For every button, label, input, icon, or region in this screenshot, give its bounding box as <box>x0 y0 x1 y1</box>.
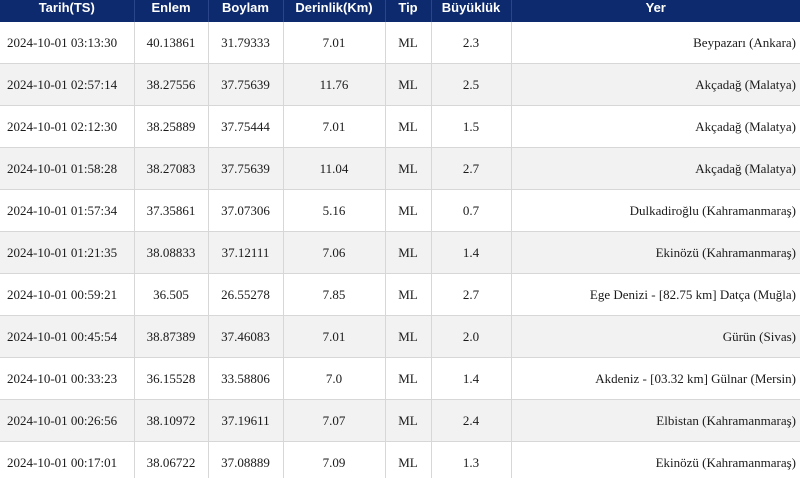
cell-latitude: 36.505 <box>134 273 209 316</box>
cell-magnitude: 2.5 <box>431 63 512 106</box>
table-row[interactable]: 2024-10-01 00:17:01 38.06722 37.08889 7.09 M… <box>0 441 800 478</box>
table-row[interactable]: 2024-10-01 00:26:56 38.10972 37.19611 7.07 M… <box>0 399 800 442</box>
table-row[interactable]: 2024-10-01 01:58:28 38.27083 37.75639 11.04… <box>0 147 800 190</box>
cell-depth: 11.04 <box>283 147 386 190</box>
cell-location: Akdeniz - [03.32 km] Gülnar (Mersin) <box>511 357 800 400</box>
cell-latitude: 38.87389 <box>134 315 209 358</box>
column-header-magnitude[interactable]: Büyüklük <box>431 0 512 22</box>
table-row[interactable]: 2024-10-01 02:12:30 38.25889 37.75444 7.01 M… <box>0 105 800 148</box>
cell-location: Akçadağ (Malatya) <box>511 105 800 148</box>
cell-latitude: 36.15528 <box>134 357 209 400</box>
cell-type: ML <box>385 147 432 190</box>
cell-depth: 7.07 <box>283 399 386 442</box>
cell-date: 2024-10-01 01:21:35 <box>0 231 135 274</box>
cell-location: Ege Denizi - [82.75 km] Datça (Muğla) <box>511 273 800 316</box>
cell-magnitude: 1.5 <box>431 105 512 148</box>
cell-latitude: 38.06722 <box>134 441 209 478</box>
table-body: 2024-10-01 03:13:30 40.13861 31.79333 7.01 M… <box>0 22 800 478</box>
cell-depth: 7.85 <box>283 273 386 316</box>
cell-type: ML <box>385 399 432 442</box>
cell-latitude: 38.10972 <box>134 399 209 442</box>
cell-date: 2024-10-01 00:33:23 <box>0 357 135 400</box>
cell-longitude: 37.75639 <box>208 63 284 106</box>
cell-date: 2024-10-01 01:58:28 <box>0 147 135 190</box>
cell-location: Dulkadiroğlu (Kahramanmaraş) <box>511 189 800 232</box>
table-row[interactable]: 2024-10-01 03:13:30 40.13861 31.79333 7.01 M… <box>0 22 800 64</box>
table-header-row: Tarih(TS) Enlem Boylam Derinlik(Km) Tip … <box>0 0 800 22</box>
cell-longitude: 37.07306 <box>208 189 284 232</box>
cell-date: 2024-10-01 02:57:14 <box>0 63 135 106</box>
table-row[interactable]: 2024-10-01 01:57:34 37.35861 37.07306 5.16 M… <box>0 189 800 232</box>
cell-date: 2024-10-01 03:13:30 <box>0 22 135 64</box>
cell-type: ML <box>385 105 432 148</box>
cell-magnitude: 2.7 <box>431 147 512 190</box>
cell-longitude: 37.75639 <box>208 147 284 190</box>
cell-latitude: 40.13861 <box>134 22 209 64</box>
cell-latitude: 37.35861 <box>134 189 209 232</box>
cell-location: Gürün (Sivas) <box>511 315 800 358</box>
cell-location: Beypazarı (Ankara) <box>511 22 800 64</box>
cell-date: 2024-10-01 00:26:56 <box>0 399 135 442</box>
cell-magnitude: 2.4 <box>431 399 512 442</box>
cell-magnitude: 1.4 <box>431 357 512 400</box>
cell-date: 2024-10-01 00:59:21 <box>0 273 135 316</box>
cell-longitude: 37.19611 <box>208 399 284 442</box>
column-header-type[interactable]: Tip <box>385 0 432 22</box>
column-header-depth[interactable]: Derinlik(Km) <box>283 0 386 22</box>
cell-type: ML <box>385 22 432 64</box>
column-header-latitude[interactable]: Enlem <box>134 0 209 22</box>
cell-depth: 7.01 <box>283 22 386 64</box>
cell-depth: 11.76 <box>283 63 386 106</box>
cell-magnitude: 2.0 <box>431 315 512 358</box>
cell-depth: 7.01 <box>283 315 386 358</box>
cell-magnitude: 2.3 <box>431 22 512 64</box>
cell-latitude: 38.08833 <box>134 231 209 274</box>
table-row[interactable]: 2024-10-01 00:33:23 36.15528 33.58806 7.0 ML… <box>0 357 800 400</box>
cell-latitude: 38.27556 <box>134 63 209 106</box>
table-row[interactable]: 2024-10-01 00:59:21 36.505 26.55278 7.85 ML 2… <box>0 273 800 316</box>
cell-type: ML <box>385 231 432 274</box>
cell-type: ML <box>385 63 432 106</box>
cell-location: Akçadağ (Malatya) <box>511 147 800 190</box>
cell-date: 2024-10-01 00:17:01 <box>0 441 135 478</box>
cell-longitude: 26.55278 <box>208 273 284 316</box>
cell-depth: 7.06 <box>283 231 386 274</box>
cell-longitude: 37.12111 <box>208 231 284 274</box>
cell-location: Elbistan (Kahramanmaraş) <box>511 399 800 442</box>
cell-type: ML <box>385 273 432 316</box>
column-header-longitude[interactable]: Boylam <box>208 0 284 22</box>
cell-depth: 7.09 <box>283 441 386 478</box>
cell-latitude: 38.27083 <box>134 147 209 190</box>
cell-location: Ekinözü (Kahramanmaraş) <box>511 441 800 478</box>
cell-location: Akçadağ (Malatya) <box>511 63 800 106</box>
column-header-date[interactable]: Tarih(TS) <box>0 0 135 22</box>
cell-date: 2024-10-01 00:45:54 <box>0 315 135 358</box>
cell-longitude: 37.08889 <box>208 441 284 478</box>
cell-depth: 7.01 <box>283 105 386 148</box>
cell-type: ML <box>385 189 432 232</box>
cell-location: Ekinözü (Kahramanmaraş) <box>511 231 800 274</box>
cell-magnitude: 1.3 <box>431 441 512 478</box>
cell-longitude: 31.79333 <box>208 22 284 64</box>
table-row[interactable]: 2024-10-01 00:45:54 38.87389 37.46083 7.01 M… <box>0 315 800 358</box>
column-header-location[interactable]: Yer <box>511 0 800 22</box>
cell-magnitude: 0.7 <box>431 189 512 232</box>
cell-depth: 5.16 <box>283 189 386 232</box>
cell-type: ML <box>385 357 432 400</box>
table-row[interactable]: 2024-10-01 01:21:35 38.08833 37.12111 7.06 M… <box>0 231 800 274</box>
cell-longitude: 37.46083 <box>208 315 284 358</box>
cell-longitude: 37.75444 <box>208 105 284 148</box>
cell-longitude: 33.58806 <box>208 357 284 400</box>
cell-magnitude: 1.4 <box>431 231 512 274</box>
cell-date: 2024-10-01 02:12:30 <box>0 105 135 148</box>
cell-type: ML <box>385 315 432 358</box>
cell-magnitude: 2.7 <box>431 273 512 316</box>
cell-latitude: 38.25889 <box>134 105 209 148</box>
table-row[interactable]: 2024-10-01 02:57:14 38.27556 37.75639 11.76… <box>0 63 800 106</box>
cell-date: 2024-10-01 01:57:34 <box>0 189 135 232</box>
cell-type: ML <box>385 441 432 478</box>
cell-depth: 7.0 <box>283 357 386 400</box>
